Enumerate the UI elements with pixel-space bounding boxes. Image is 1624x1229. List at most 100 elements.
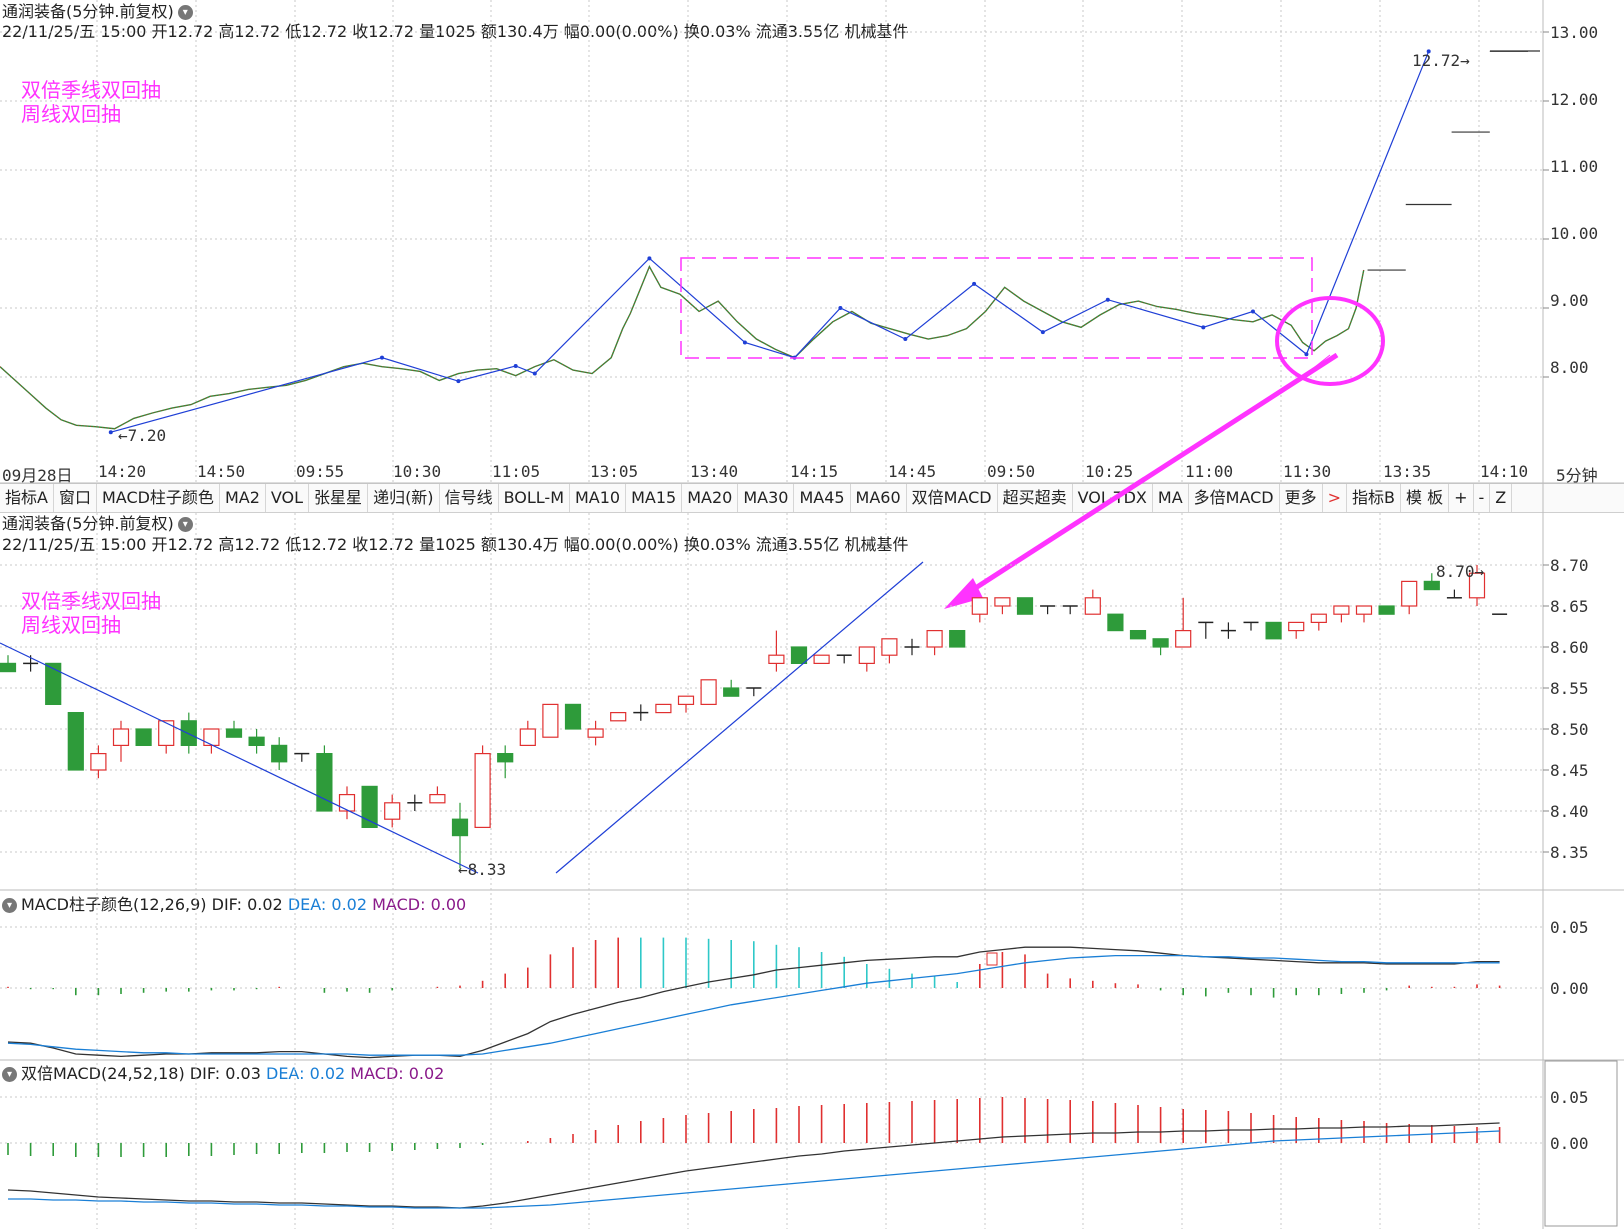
zigzag-line — [110, 51, 1430, 433]
candle-body-65 — [1468, 572, 1486, 599]
indicator-tab-20[interactable]: 更多 — [1280, 484, 1323, 512]
indicator-tab-3[interactable]: MA2 — [220, 484, 266, 512]
price-line-red — [0, 265, 1365, 430]
indicator-tab-2[interactable]: MACD柱子颜色 — [97, 484, 220, 512]
zigzag-vertex-6 — [742, 340, 747, 345]
candle-body-3 — [67, 711, 84, 771]
zigzag-vertex-4 — [532, 371, 537, 376]
indicator-tab-11[interactable]: MA20 — [682, 484, 739, 512]
indicator-tab-8[interactable]: BOLL-M — [499, 484, 570, 512]
indicator-tab-22[interactable]: 指标B — [1347, 484, 1402, 512]
candle-body-16 — [361, 785, 378, 829]
indicator-tab-26[interactable]: Z — [1490, 484, 1513, 512]
candle-body-45 — [1016, 597, 1034, 615]
macd1-dropdown-icon[interactable]: ▾ — [2, 898, 17, 913]
consolidation-box — [680, 257, 1313, 359]
indicator-tab-17[interactable]: VOL-TDX — [1073, 484, 1153, 512]
candle-body-41 — [926, 629, 943, 648]
pointer-thin-line — [1291, 354, 1331, 386]
panel2-title: 通润装备(5分钟.前复权) ▾ — [2, 514, 193, 534]
candle-body-29 — [655, 703, 672, 714]
indicator-tab-18[interactable]: MA — [1153, 484, 1189, 512]
panel2-ytick-0: 8.70 — [1550, 556, 1589, 575]
macd2-dif: DIF: 0.03 — [189, 1064, 261, 1083]
panel2-dropdown-icon[interactable]: ▾ — [177, 517, 193, 532]
panel2-ytick-2: 8.60 — [1550, 638, 1589, 657]
macd2-dif-line — [7, 1122, 1500, 1209]
candle-body-52 — [1175, 629, 1192, 648]
zigzag-vertex-1 — [380, 355, 384, 360]
panel1-title: 通润装备(5分钟.前复权) ▾ — [2, 2, 193, 22]
panel2-ytick-7: 8.35 — [1550, 843, 1589, 862]
indicator-tab-4[interactable]: VOL — [266, 484, 310, 512]
indicator-tab-23[interactable]: 模 板 — [1401, 484, 1450, 512]
indicator-tab-10[interactable]: MA15 — [626, 484, 683, 512]
macd2-dropdown-icon[interactable]: ▾ — [2, 1067, 17, 1082]
candle-body-11 — [248, 736, 265, 747]
candle-body-49 — [1107, 613, 1124, 632]
zigzag-vertex-0 — [108, 430, 113, 435]
panel1-ytick-13: 13.00 — [1550, 23, 1599, 42]
candle-body-30 — [677, 695, 695, 706]
indicator-tab-16[interactable]: 超买超卖 — [998, 484, 1073, 512]
candle-body-51 — [1152, 638, 1169, 648]
period-label[interactable]: 5分钟 — [1556, 466, 1598, 485]
candle-body-44 — [994, 597, 1011, 607]
candle-body-19 — [429, 793, 446, 804]
indicator-tab-13[interactable]: MA45 — [794, 484, 851, 512]
xtick-11: 10:25 — [1085, 462, 1134, 481]
panel1-dropdown-icon[interactable]: ▾ — [177, 5, 193, 20]
zigzag-vertex-9 — [903, 337, 908, 342]
candle-body-9 — [203, 728, 220, 746]
panel2-stock-title: 通润装备(5分钟.前复权) — [2, 514, 174, 533]
indicator-tab-12[interactable]: MA30 — [738, 484, 795, 512]
macd1-ytick-0: 0.05 — [1550, 918, 1589, 937]
indicator-tab-24[interactable]: + — [1449, 484, 1474, 512]
panel1-note-2: 周线双回抽 — [21, 102, 121, 126]
candle-body-48 — [1084, 597, 1101, 615]
macd1-dea: DEA: 0.02 — [287, 895, 368, 914]
panel1-note-1: 双倍季线双回抽 — [21, 78, 161, 102]
candle-body-15 — [338, 793, 356, 812]
panel2-low-label: ←8.33 — [458, 860, 506, 879]
macd2-header: ▾ 双倍MACD(24,52,18) DIF: 0.03 DEA: 0.02 MA… — [2, 1064, 444, 1084]
macd2-dea: DEA: 0.02 — [266, 1064, 346, 1083]
indicator-tab-7[interactable]: 信号线 — [440, 484, 499, 512]
zigzag-vertex-14 — [1250, 309, 1255, 314]
xtick-1: 14:20 — [98, 462, 147, 481]
indicator-tab-15[interactable]: 双倍MACD — [907, 484, 998, 512]
candle-body-31 — [700, 679, 717, 705]
xtick-0: 09月28日 — [2, 466, 73, 485]
panel1-stock-title: 通润装备(5分钟.前复权) — [2, 2, 174, 21]
candle-body-32 — [723, 687, 740, 697]
indicator-tab-5[interactable]: 张星星 — [309, 484, 369, 512]
candle-body-23 — [519, 728, 536, 746]
candle-body-38 — [858, 646, 875, 664]
panel1-info: 22/11/25/五 15:00 开12.72 高12.72 低12.72 收1… — [2, 22, 909, 41]
macd1-name: MACD柱子颜色(12,26,9) — [21, 895, 207, 914]
indicator-tab-bar: 指标A 窗口 MACD柱子颜色 MA2 VOL 张星星 递归(新) 信号线 BOLL-M MA10… — [0, 483, 1624, 513]
indicator-tab-1[interactable]: 窗口 — [54, 484, 97, 512]
candle-body-10 — [225, 728, 243, 738]
xtick-10: 09:50 — [987, 462, 1036, 481]
panel1-high-label: 12.72→ — [1412, 51, 1470, 70]
indicator-tab-9[interactable]: MA10 — [570, 484, 627, 512]
xtick-12: 11:00 — [1185, 462, 1234, 481]
panel2-ytick-5: 8.45 — [1550, 761, 1589, 780]
xtick-3: 09:55 — [296, 462, 345, 481]
indicator-tab-0[interactable]: 指标A — [0, 484, 54, 512]
indicator-tab-6[interactable]: 递归(新) — [368, 484, 440, 512]
macd2-dea-line — [8, 1130, 1500, 1209]
candle-body-24 — [542, 703, 559, 738]
candle-body-63 — [1423, 580, 1440, 591]
zigzag-vertex-12 — [1105, 297, 1110, 302]
indicator-tab-19[interactable]: 多倍MACD — [1189, 484, 1280, 512]
candle-body-6 — [135, 728, 152, 746]
indicator-tab-25[interactable]: - — [1474, 484, 1491, 512]
indicator-tab-14[interactable]: MA60 — [851, 484, 907, 512]
candle-body-7 — [158, 720, 175, 746]
xtick-5: 11:05 — [492, 462, 541, 481]
candle-body-62 — [1401, 580, 1418, 607]
indicator-tab-21[interactable]: > — [1323, 484, 1348, 512]
panel1-low-label: ←7.20 — [118, 426, 166, 445]
